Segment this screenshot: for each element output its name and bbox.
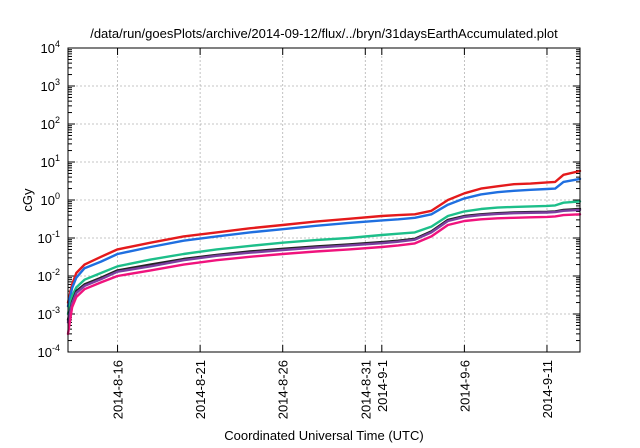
x-tick-label: 2014-8-21 (193, 360, 208, 419)
chart-title: /data/run/goesPlots/archive/2014-09-12/f… (90, 26, 558, 41)
series-line (66, 213, 582, 336)
series-line (66, 177, 582, 308)
plot-frame (67, 47, 581, 353)
y-axis: 10-4 10-3 10-2 10-1 100 101 102 103 104 (38, 39, 580, 360)
y-tick-label: 103 (41, 77, 60, 94)
series-group (66, 169, 582, 336)
y-tick-label: 10-3 (38, 305, 60, 322)
x-tick-label: 2014-8-31 (358, 360, 373, 419)
y-tick-label: 104 (41, 39, 60, 56)
y-axis-label: cGy (20, 188, 35, 212)
y-tick-label: 102 (41, 115, 60, 132)
x-axis: 2014-8-16 2014-8-21 2014-8-26 2014-8-31 2014… (111, 48, 555, 419)
x-tick-label: 2014-9-11 (540, 360, 555, 418)
series-line (66, 208, 582, 324)
series-line (66, 200, 582, 316)
x-axis-label: Coordinated Universal Time (UTC) (224, 428, 423, 443)
x-tick-label: 2014-9-6 (457, 360, 472, 412)
y-tick-label: 10-2 (38, 267, 60, 284)
y-tick-label: 101 (41, 153, 60, 170)
y-tick-label: 10-1 (38, 229, 60, 246)
x-tick-label: 2014-9-1 (375, 360, 390, 412)
y-tick-label: 100 (41, 191, 60, 208)
x-tick-label: 2014-8-26 (276, 360, 291, 419)
grid (68, 48, 580, 352)
series-line (66, 169, 582, 304)
y-tick-label: 10-4 (38, 343, 60, 360)
x-tick-label: 2014-8-16 (111, 360, 126, 419)
